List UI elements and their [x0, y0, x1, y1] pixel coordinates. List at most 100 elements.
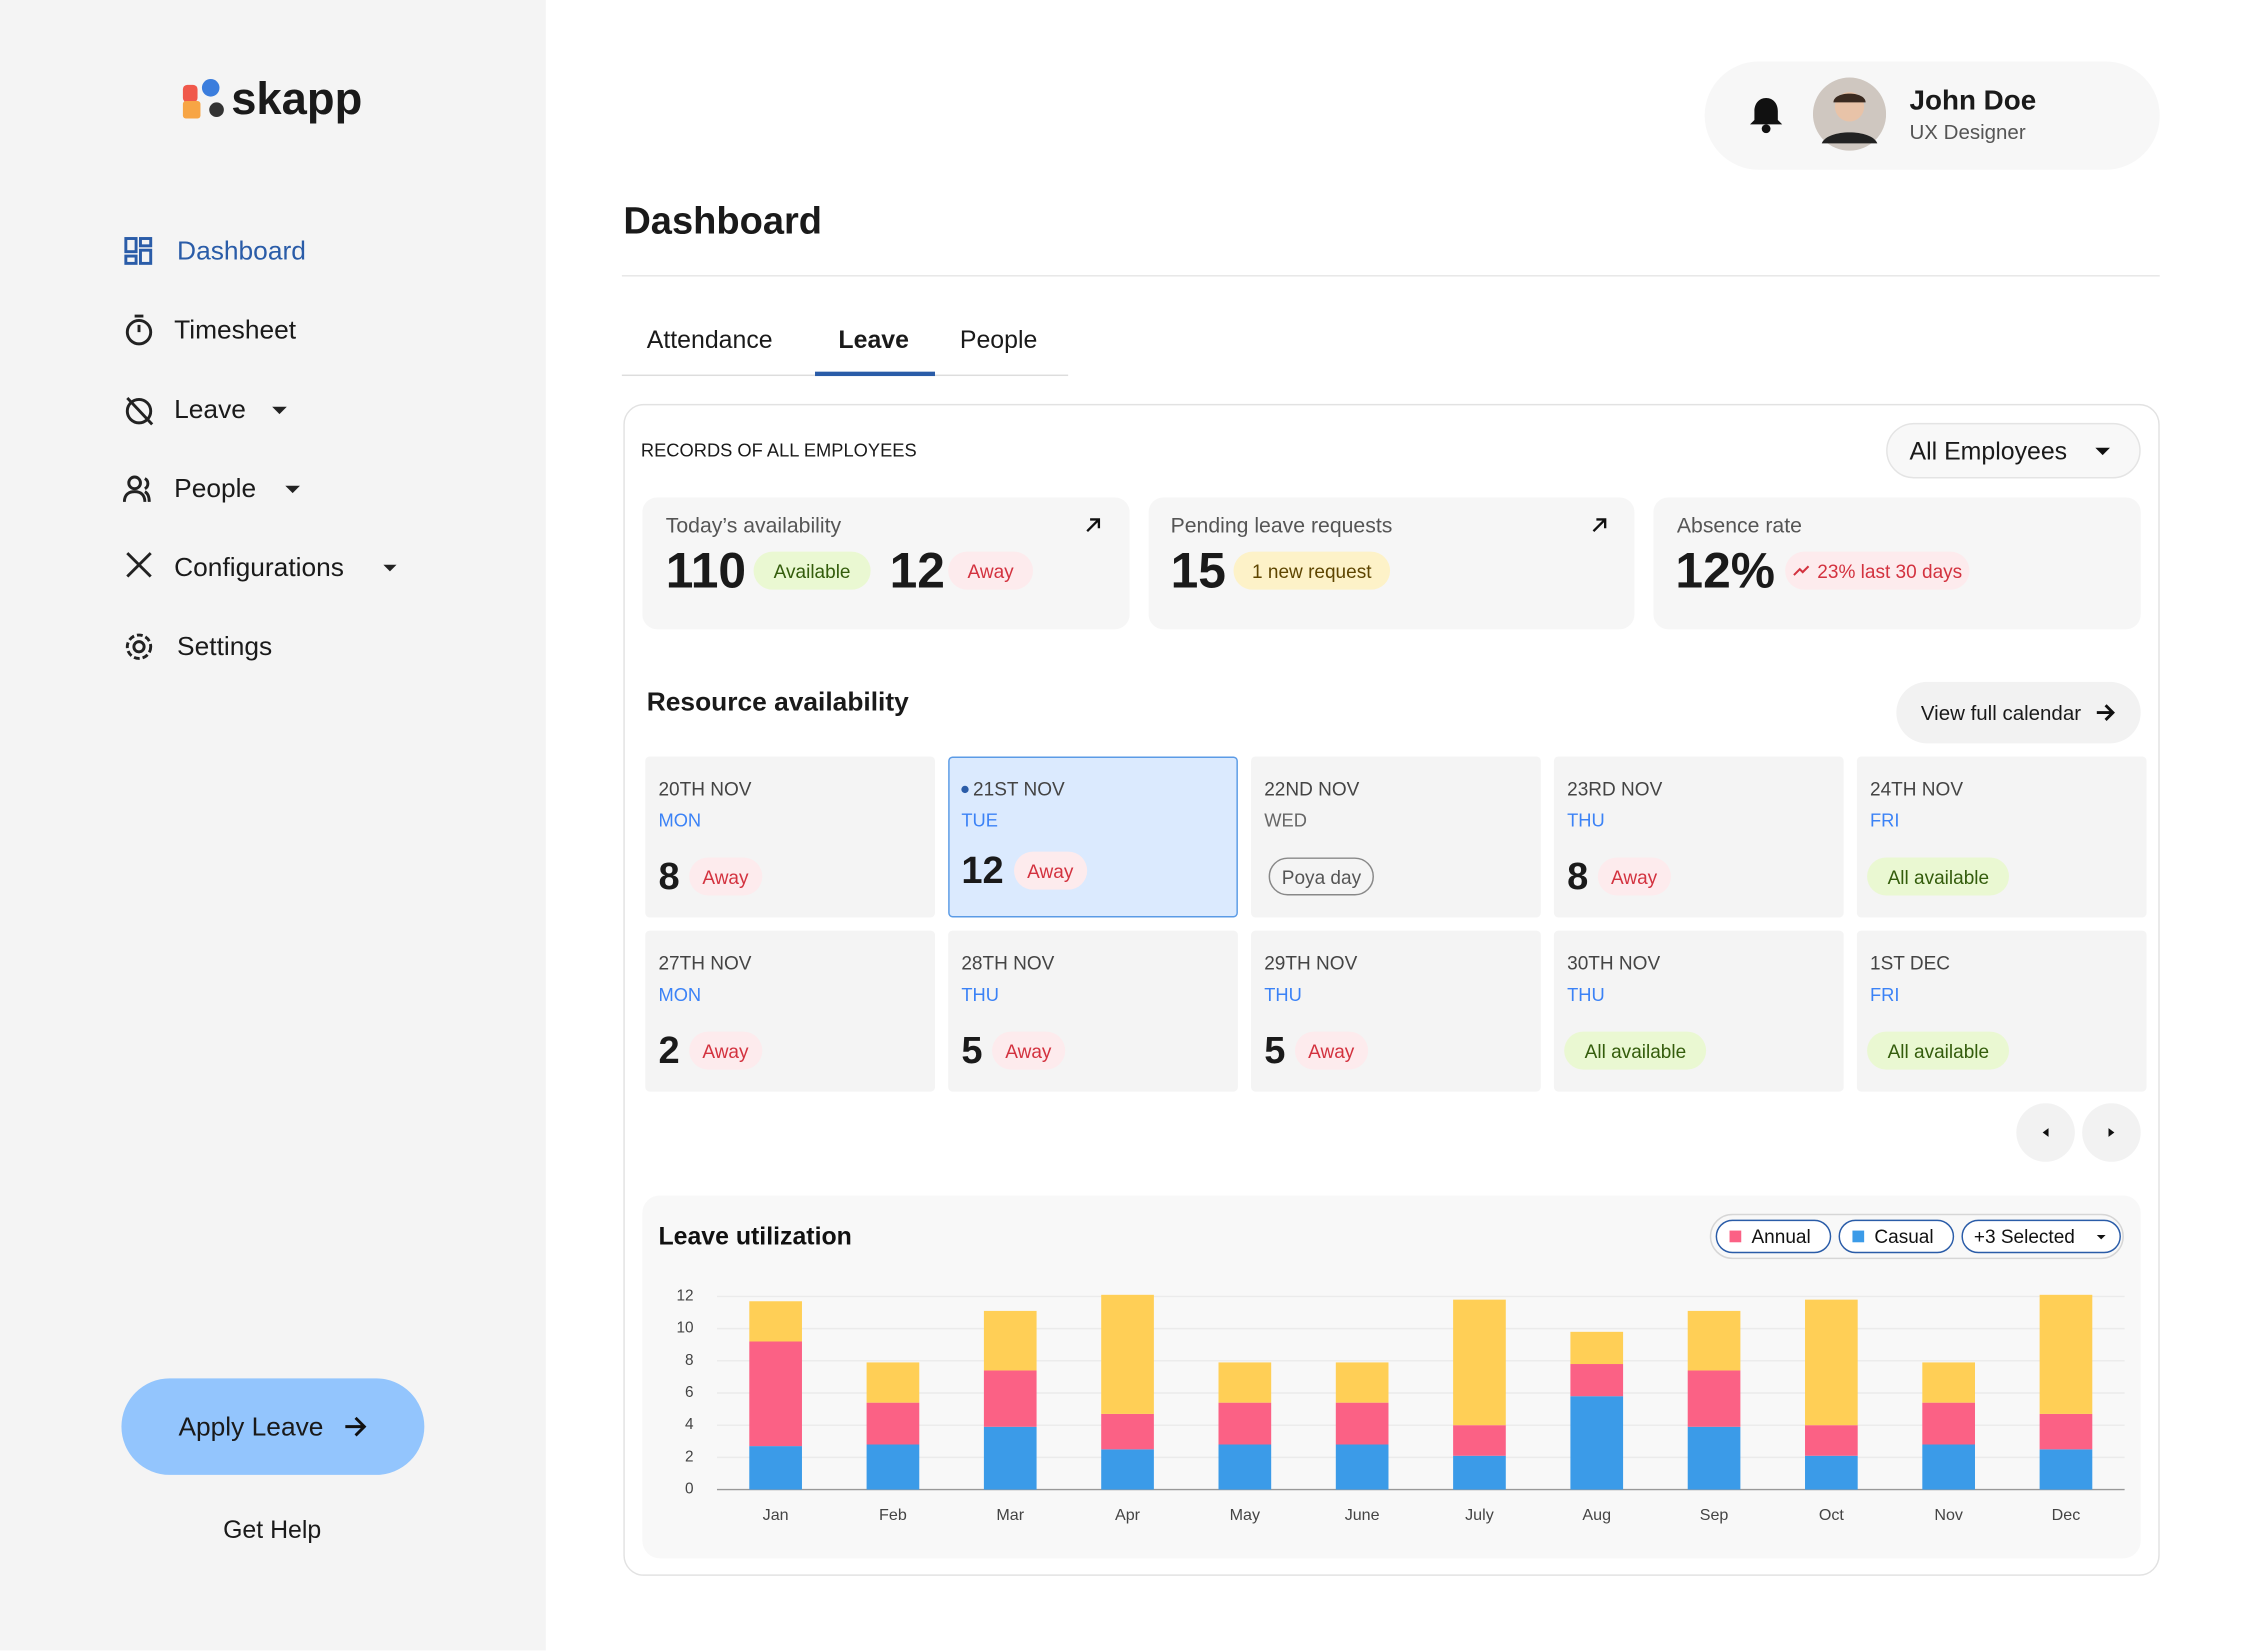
nav-item[interactable]: Configurations [174, 552, 344, 582]
badge: Away [948, 551, 1034, 590]
bar-segment [2039, 1449, 2093, 1490]
day-date: 27TH NOV [658, 951, 752, 974]
legend-swatch [1852, 1230, 1865, 1243]
day-cell [645, 756, 936, 918]
section-title: Resource availability [646, 686, 909, 717]
status-badge: Away [689, 857, 762, 896]
away-count: 12 [889, 543, 945, 600]
tab[interactable]: Attendance [646, 326, 773, 355]
status-badge: All available [1867, 857, 2010, 896]
nav-item[interactable]: Dashboard [177, 236, 306, 266]
away-count: 5 [1264, 1027, 1286, 1072]
user-name: John Doe [1909, 86, 2037, 118]
day-date: 29TH NOV [1264, 951, 1358, 974]
page-title: Dashboard [623, 198, 823, 243]
bar-segment [2039, 1413, 2093, 1450]
nav-item[interactable]: Leave [174, 394, 246, 424]
records-title: RECORDS OF ALL EMPLOYEES [640, 440, 917, 461]
stat-card[interactable] [1148, 497, 1635, 630]
status-badge: Away [689, 1031, 762, 1070]
day-date: 22ND NOV [1264, 777, 1360, 800]
today-dot [961, 785, 969, 794]
card-label: Today’s availability [665, 515, 842, 539]
nav-item[interactable]: People [174, 473, 257, 503]
day-date: 1ST DEC [1870, 951, 1951, 974]
legend-pill[interactable] [1838, 1219, 1955, 1254]
status-badge: All available [1564, 1031, 1707, 1070]
away-count: 12 [961, 847, 1004, 892]
x-tick-label: Apr [1115, 1506, 1141, 1524]
bell-icon[interactable] [1747, 94, 1785, 135]
bar-segment [1805, 1455, 1858, 1490]
bar-segment [1570, 1331, 1624, 1365]
bar-segment [749, 1446, 802, 1490]
bar-segment [1453, 1455, 1506, 1490]
day-cell [1251, 930, 1541, 1092]
bar-segment [1101, 1449, 1154, 1490]
day-name: FRI [1870, 810, 1900, 832]
day-date: 28TH NOV [961, 951, 1055, 974]
x-tick-label: Mar [996, 1506, 1024, 1524]
away-count: 8 [658, 853, 680, 898]
day-name: WED [1264, 810, 1307, 832]
day-cell [948, 930, 1238, 1092]
status-badge: Away [1294, 1031, 1368, 1070]
calendar-button[interactable]: View full calendar [1896, 681, 2141, 744]
x-tick-label: July [1465, 1506, 1494, 1524]
tab[interactable]: Leave [838, 326, 909, 355]
x-tick-label: May [1230, 1506, 1260, 1524]
bar-segment [2039, 1294, 2093, 1414]
bar-segment [1687, 1370, 1741, 1427]
bar-segment [1922, 1444, 1975, 1490]
logo-icon [182, 79, 224, 119]
card-label: Absence rate [1676, 515, 1802, 539]
help-link[interactable]: Get Help [223, 1515, 322, 1544]
x-tick-label: Jan [763, 1506, 789, 1524]
nav-item[interactable]: Settings [177, 631, 273, 661]
legend-label: Casual [1874, 1227, 1933, 1248]
holiday-badge: Poya day [1268, 857, 1375, 896]
avatar[interactable] [1812, 77, 1887, 151]
divider [621, 275, 2160, 277]
away-count: 8 [1567, 853, 1589, 898]
tab-indicator [815, 371, 936, 377]
logo-text: skapp [231, 73, 363, 125]
day-name: TUE [961, 810, 998, 832]
bar-segment [866, 1362, 920, 1403]
trend-badge: 23% last 30 days [1785, 551, 1970, 590]
day-date: 21ST NOV [973, 777, 1065, 800]
bar-segment [749, 1341, 802, 1447]
status-badge: All available [1867, 1031, 2010, 1070]
apply-leave-button[interactable]: Apply Leave [121, 1378, 425, 1475]
bar-segment [1570, 1396, 1624, 1490]
bar-segment [983, 1370, 1037, 1427]
legend-label: Annual [1751, 1227, 1810, 1248]
card-arrows [1086, 518, 1607, 532]
bar-segment [983, 1310, 1037, 1371]
y-tick-label: 12 [676, 1287, 693, 1304]
day-cell [1251, 756, 1541, 918]
day-cell [645, 930, 936, 1092]
bar-segment [1922, 1362, 1975, 1403]
absence-rate: 12% [1675, 543, 1775, 600]
filter-label: All Employees [1909, 437, 2068, 466]
stat-card[interactable] [642, 497, 1130, 630]
user-panel [1704, 61, 2160, 170]
status-badge: Away [992, 1031, 1065, 1070]
day-date: 23RD NOV [1567, 777, 1663, 800]
away-count: 5 [961, 1027, 983, 1072]
filter-caret [2096, 1234, 2106, 1240]
day-date: 30TH NOV [1567, 951, 1661, 974]
badge: Available [753, 551, 871, 590]
bar-segment [1101, 1294, 1154, 1414]
legend-pill[interactable] [1715, 1219, 1832, 1254]
button-label: View full calendar [1920, 700, 2082, 725]
arrow-icon [345, 1416, 367, 1437]
nav-item[interactable]: Timesheet [174, 315, 297, 345]
card-label: Pending leave requests [1170, 515, 1393, 539]
bar-segment [866, 1444, 920, 1490]
tab[interactable]: People [959, 326, 1038, 355]
away-count: 2 [658, 1027, 680, 1072]
